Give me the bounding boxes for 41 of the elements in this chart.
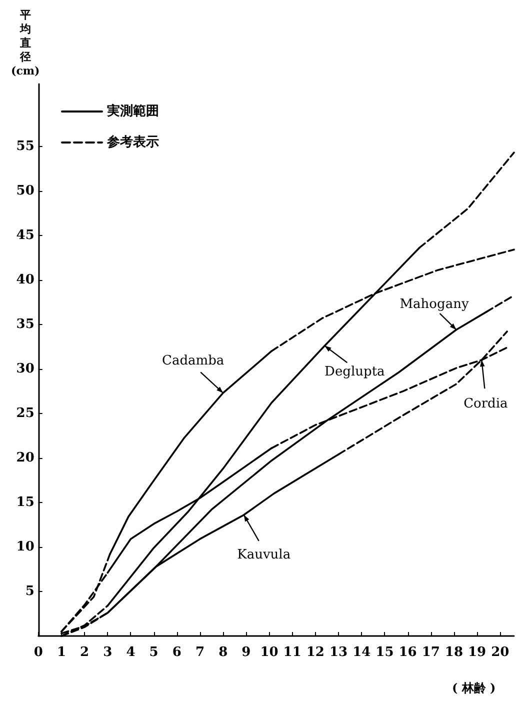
x-tick-label: 19 — [468, 645, 486, 660]
x-tick-label: 4 — [126, 645, 136, 660]
x-tick-label: 8 — [218, 645, 228, 660]
x-tick-label: 5 — [149, 645, 158, 660]
x-tick-label: 11 — [283, 645, 302, 660]
annotation: Cordia — [464, 396, 508, 412]
x-tick-label: 10 — [260, 645, 278, 660]
legend-label: 参考表示 — [106, 134, 159, 150]
x-tick-label: 17 — [422, 645, 440, 660]
x-tick-label: 14 — [352, 645, 371, 660]
x-tick-label: 16 — [398, 645, 417, 660]
legend-label: 実測範囲 — [106, 103, 159, 119]
x-tick-label: 18 — [444, 645, 464, 660]
x-tick-label: 15 — [376, 645, 394, 660]
x-axis-title: ( 林齢 ) — [452, 681, 496, 695]
x-tick-label: 7 — [195, 645, 205, 660]
y-tick-label: 10 — [16, 539, 34, 554]
annotation: Deglupta — [324, 364, 386, 380]
y-tick-label: 25 — [16, 406, 34, 421]
y-tick-label: 5 — [25, 584, 34, 599]
y-axis-title: 平均直径(cm) — [11, 8, 40, 78]
x-tick-label: 3 — [103, 645, 112, 660]
y-tick-label: 30 — [16, 361, 34, 376]
annotation: Kauvula — [237, 547, 291, 562]
x-tick-label: 2 — [80, 645, 90, 660]
x-tick-label: 13 — [329, 645, 348, 660]
x-tick-label: 0 — [34, 645, 43, 660]
x-tick-label: 1 — [56, 645, 66, 660]
x-tick-label: 12 — [306, 645, 324, 660]
y-tick-label: 20 — [16, 450, 34, 466]
y-tick-label: 40 — [16, 272, 34, 288]
y-tick-label: 15 — [16, 494, 34, 510]
x-tick-label: 20 — [491, 645, 510, 660]
y-tick-label: 50 — [16, 183, 34, 198]
x-tick-label: 9 — [242, 645, 251, 660]
y-tick-label: 45 — [16, 228, 34, 243]
annotation: Cadamba — [162, 353, 224, 368]
x-tick-label: 6 — [172, 645, 182, 660]
y-tick-label: 55 — [16, 138, 34, 154]
y-tick-label: 35 — [16, 316, 34, 332]
annotation: Mahogany — [400, 297, 470, 312]
